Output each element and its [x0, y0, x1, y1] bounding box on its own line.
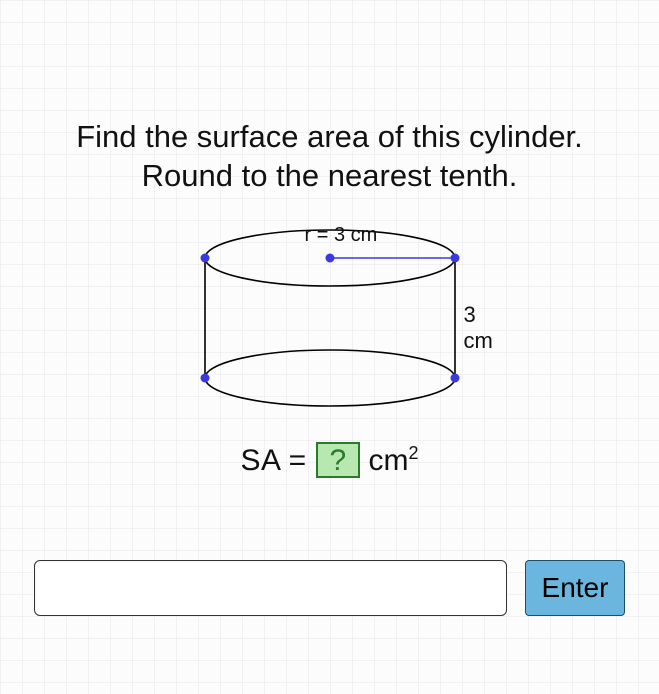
enter-button[interactable]: Enter	[525, 560, 625, 616]
vertex-top-right	[450, 254, 459, 263]
prompt-line-1: Find the surface area of this cylinder.	[76, 119, 583, 154]
prompt-line-2: Round to the nearest tenth.	[142, 158, 518, 193]
cylinder-diagram: r = 3 cm 3 cm	[160, 228, 500, 428]
vertex-bottom-right	[450, 374, 459, 383]
input-row: Enter	[34, 560, 625, 616]
formula-unit-base: cm	[360, 444, 408, 477]
vertex-bottom-left	[200, 374, 209, 383]
formula-prefix: SA =	[240, 444, 315, 477]
vertex-top-left	[200, 254, 209, 263]
bottom-ellipse	[205, 350, 455, 406]
formula-unit-exp: 2	[409, 443, 419, 463]
problem-canvas: Find the surface area of this cylinder. …	[0, 0, 659, 694]
answer-input[interactable]	[34, 560, 507, 616]
center-top	[325, 254, 334, 263]
radius-label: r = 3 cm	[305, 224, 378, 247]
formula-line: SA = ? cm2	[0, 442, 659, 478]
prompt-text: Find the surface area of this cylinder. …	[0, 118, 659, 196]
diagram-container: r = 3 cm 3 cm	[0, 228, 659, 428]
answer-placeholder: ?	[330, 444, 347, 477]
answer-placeholder-box[interactable]: ?	[316, 442, 361, 478]
height-label: 3 cm	[464, 302, 500, 354]
cylinder-svg	[160, 228, 500, 428]
